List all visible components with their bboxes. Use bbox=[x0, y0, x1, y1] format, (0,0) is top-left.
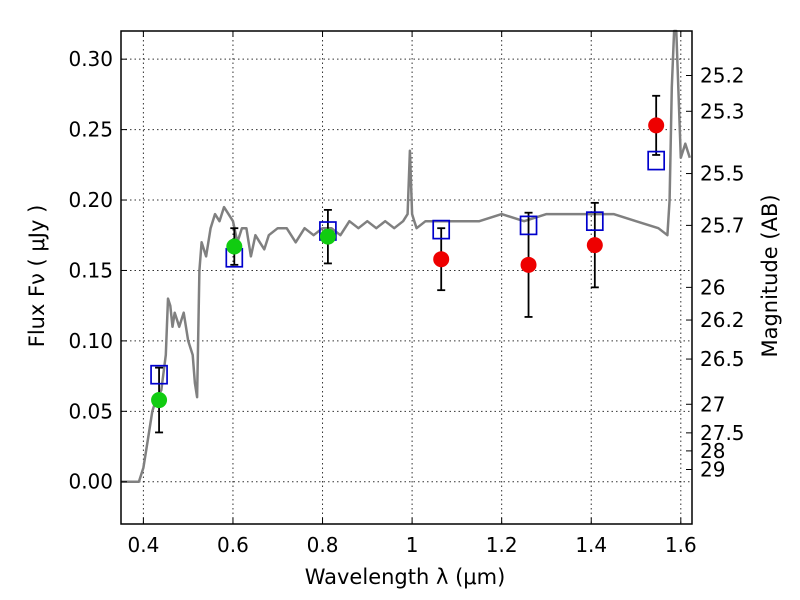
y-tick-label: 0.00 bbox=[68, 470, 113, 494]
x-tick-label: 0.6 bbox=[217, 533, 249, 557]
x-tick-label: 0.4 bbox=[127, 533, 159, 557]
data-point bbox=[151, 392, 168, 409]
y-tick-label: 0.30 bbox=[68, 47, 113, 71]
x-axis-label: Wavelength λ (μm) bbox=[305, 565, 506, 589]
y-tick-label: 0.15 bbox=[68, 258, 113, 282]
magnitude-tick-label: 29 bbox=[700, 457, 725, 481]
y-tick-label: 0.20 bbox=[68, 188, 113, 212]
magnitude-tick-label: 27 bbox=[700, 392, 725, 416]
magnitude-tick-label: 25.5 bbox=[700, 162, 745, 186]
data-markers bbox=[150, 117, 666, 409]
data-point bbox=[586, 237, 603, 254]
x-tick-label: 1.2 bbox=[486, 533, 518, 557]
magnitude-tick-label: 25.7 bbox=[700, 213, 745, 237]
magnitude-tick-label: 26 bbox=[700, 275, 725, 299]
magnitude-tick-label: 26.5 bbox=[700, 347, 745, 371]
magnitude-tick-label: 27.5 bbox=[700, 421, 745, 445]
y-axis-label: Flux Fν ( μJy ) bbox=[25, 205, 49, 348]
data-point bbox=[648, 117, 665, 134]
data-point bbox=[319, 228, 336, 245]
axis-ticks: 0.4 0.6 0.8 1 1.2 1.4 1.6 0.00 0.05 0.10 0.15 0.20 0… bbox=[68, 31, 745, 557]
model-flux-square bbox=[647, 150, 666, 171]
magnitude-tick-label: 25.2 bbox=[700, 64, 745, 88]
magnitude-tick-label: 26.2 bbox=[700, 308, 745, 332]
y-tick-label: 0.25 bbox=[68, 118, 113, 142]
spectrum-series bbox=[121, 29, 691, 483]
model-flux-square bbox=[585, 211, 604, 232]
model-flux-square bbox=[519, 215, 538, 236]
magnitude-tick-label: 25.3 bbox=[700, 99, 745, 123]
magnitude-tick-label: 28 bbox=[700, 439, 725, 463]
x-tick-label: 1.6 bbox=[665, 533, 697, 557]
magnitude-axis-label: Magnitude (AB) bbox=[758, 194, 782, 357]
x-tick-label: 1.4 bbox=[575, 533, 607, 557]
data-point bbox=[226, 238, 243, 255]
y-tick-label: 0.10 bbox=[68, 329, 113, 353]
model-flux-square bbox=[150, 364, 168, 385]
data-point bbox=[520, 256, 537, 273]
data-point bbox=[433, 251, 450, 268]
y-tick-label: 0.05 bbox=[68, 399, 113, 423]
plot-frame bbox=[120, 30, 693, 525]
grid bbox=[121, 31, 692, 524]
x-tick-label: 1 bbox=[406, 533, 419, 557]
x-tick-label: 0.8 bbox=[307, 533, 339, 557]
spectrum-line bbox=[121, 29, 691, 483]
model-flux-square bbox=[432, 219, 451, 240]
